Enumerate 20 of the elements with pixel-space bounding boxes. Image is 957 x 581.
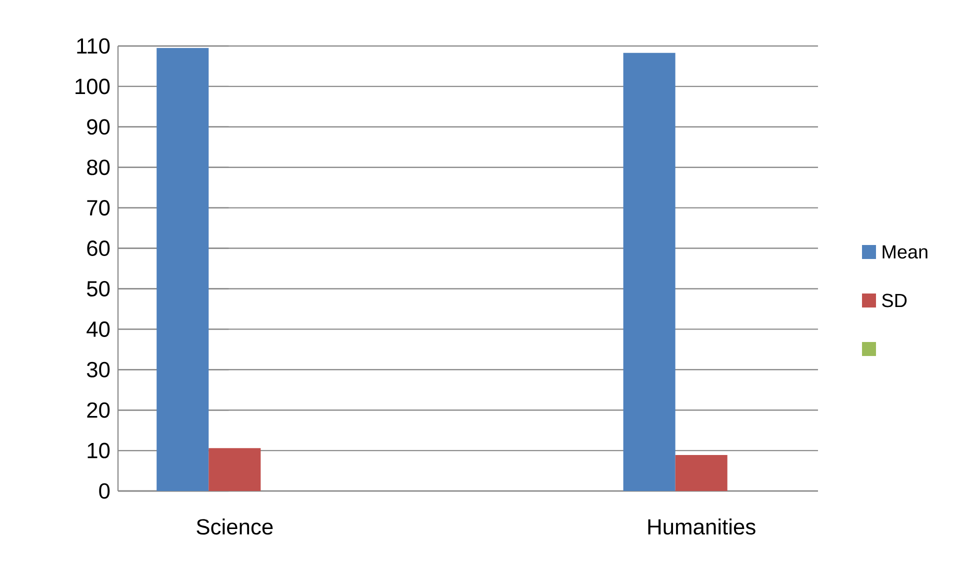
legend-label: Mean (882, 245, 928, 259)
y-tick-label: 40 (86, 321, 110, 337)
bar (675, 454, 728, 491)
legend-label: SD (882, 294, 907, 308)
y-tick-label: 90 (87, 119, 110, 135)
x-tick-label: Humanities (648, 518, 756, 535)
y-tick-label: 100 (76, 78, 110, 94)
y-tick-label: 20 (87, 402, 110, 418)
x-tick-label: Science (196, 518, 273, 535)
y-tick-label: 110 (77, 38, 110, 54)
y-tick-label: 30 (86, 362, 110, 378)
bar (208, 448, 261, 491)
y-tick-label: 60 (87, 240, 110, 256)
y-tick-label: 10 (88, 442, 110, 458)
y-tick-label: 50 (86, 280, 110, 296)
y-tick-label: 0 (99, 483, 110, 499)
y-tick-label: 70 (87, 200, 110, 216)
y-tick-label: 80 (87, 160, 110, 176)
bar (156, 48, 209, 491)
bar (623, 52, 676, 491)
